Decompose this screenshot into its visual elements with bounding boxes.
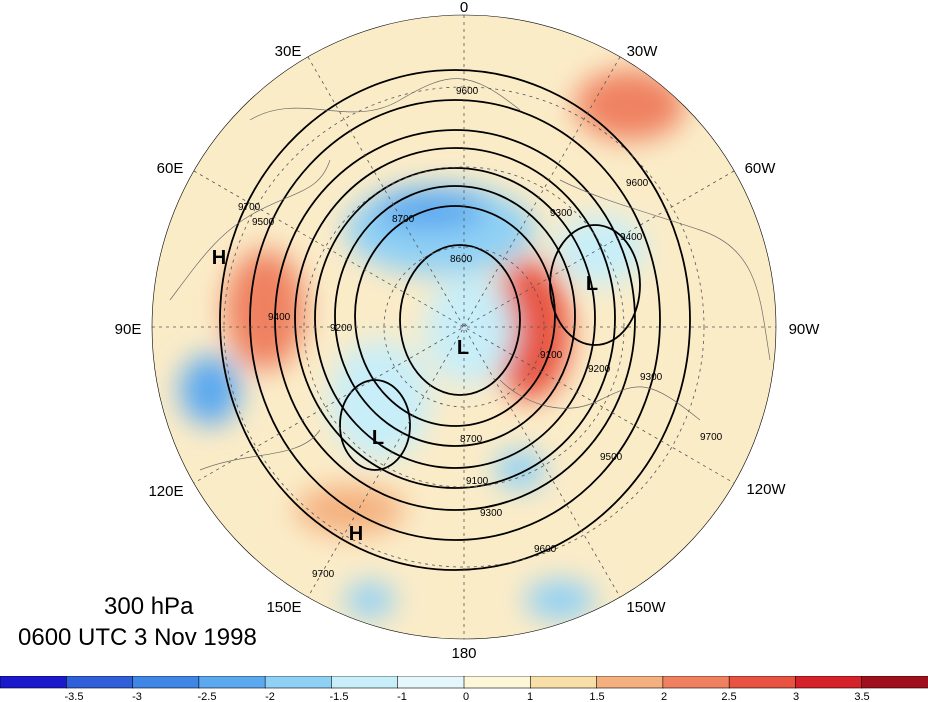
colorbar-tick: -2 <box>265 691 275 702</box>
colorbar-tick: -1 <box>397 691 407 702</box>
pressure-level-title: 300 hPa <box>104 593 194 620</box>
contour-label: 9700 <box>238 202 261 213</box>
colorbar-tick: 1 <box>527 691 533 702</box>
lon-label-90w: 90W <box>789 321 821 338</box>
colorbar-tick: 0 <box>463 691 469 702</box>
contour-label: 9500 <box>252 217 275 228</box>
contour-label: 9100 <box>540 350 563 361</box>
colorbar-swatch <box>198 676 266 689</box>
lon-label-30e: 30E <box>275 43 302 60</box>
graticule <box>152 15 776 639</box>
lon-label-120e: 120E <box>148 483 183 500</box>
colorbar-swatch <box>397 676 465 689</box>
lon-label-30w: 30W <box>627 43 659 60</box>
high-center-label: H <box>349 523 363 545</box>
lon-label-60e: 60E <box>157 160 184 177</box>
colorbar-swatch <box>65 676 134 689</box>
lon-label-120w: 120W <box>746 481 786 498</box>
geopotential-contours <box>219 69 691 571</box>
contour-label: 9200 <box>588 364 611 375</box>
lon-label-90e: 90E <box>115 321 142 338</box>
colorbar-swatch <box>795 676 863 689</box>
colorbar-tick: -1.5 <box>330 691 349 702</box>
colorbar-swatch <box>0 676 68 689</box>
lon-label-150e: 150E <box>266 599 301 616</box>
colorbar-tick: 3 <box>793 691 799 702</box>
lon-label-150w: 150W <box>626 599 666 616</box>
anomaly-field <box>180 70 685 620</box>
colorbar-tick: -2.5 <box>198 691 217 702</box>
polar-map: 0 30W 60W 90W 120W 150W 180 150E 120E 90… <box>115 0 821 662</box>
colorbar-swatch <box>728 676 797 689</box>
contour-label: 9700 <box>312 569 335 580</box>
valid-time-title: 0600 UTC 3 Nov 1998 <box>18 624 257 651</box>
contour-label: 9300 <box>640 372 663 383</box>
colorbar-tick: 2.5 <box>721 691 736 702</box>
colorbar-swatch <box>264 676 333 689</box>
contour-label: 9100 <box>466 476 489 487</box>
contour-label: 9600 <box>534 544 557 555</box>
contour-label: 9700 <box>700 432 723 443</box>
colorbar-tick: 2 <box>661 691 667 702</box>
colorbar: -3.5 -3 -2.5 -2 -1.5 -1 0 1 1.5 2 2.5 3 … <box>0 676 928 702</box>
contour-label: 9400 <box>268 312 291 323</box>
contour-label: 9300 <box>480 508 503 519</box>
low-center-label: L <box>586 273 598 295</box>
coastlines <box>169 78 771 471</box>
colorbar-tick: 1.5 <box>589 691 604 702</box>
colorbar-swatch <box>463 676 532 689</box>
contour-label: 9600 <box>456 86 479 97</box>
contour-label: 9300 <box>550 208 573 219</box>
low-center-label: L <box>457 337 469 359</box>
contour-label: 8600 <box>450 254 473 265</box>
colorbar-swatch <box>662 676 730 689</box>
contour-label: 9400 <box>620 232 643 243</box>
contour-label: 9200 <box>330 323 353 334</box>
contour-label: 9500 <box>600 452 623 463</box>
lon-label-0: 0 <box>460 0 468 16</box>
lon-label-180: 180 <box>451 645 476 662</box>
colorbar-swatch <box>529 676 598 689</box>
colorbar-tick: -3 <box>132 691 142 702</box>
colorbar-swatch <box>331 676 399 689</box>
contour-label: 8700 <box>392 214 415 225</box>
contour-label: 9600 <box>626 178 649 189</box>
colorbar-swatch <box>596 676 664 689</box>
colorbar-tick: 3.5 <box>854 691 869 702</box>
lon-label-60w: 60W <box>745 160 777 177</box>
colorbar-swatch <box>132 676 200 689</box>
colorbar-tick: -3.5 <box>65 691 84 702</box>
colorbar-boxes <box>0 676 928 689</box>
low-center-label: L <box>372 427 384 449</box>
colorbar-swatch <box>861 676 928 689</box>
high-center-label: H <box>212 247 226 269</box>
contour-label: 8700 <box>460 434 483 445</box>
